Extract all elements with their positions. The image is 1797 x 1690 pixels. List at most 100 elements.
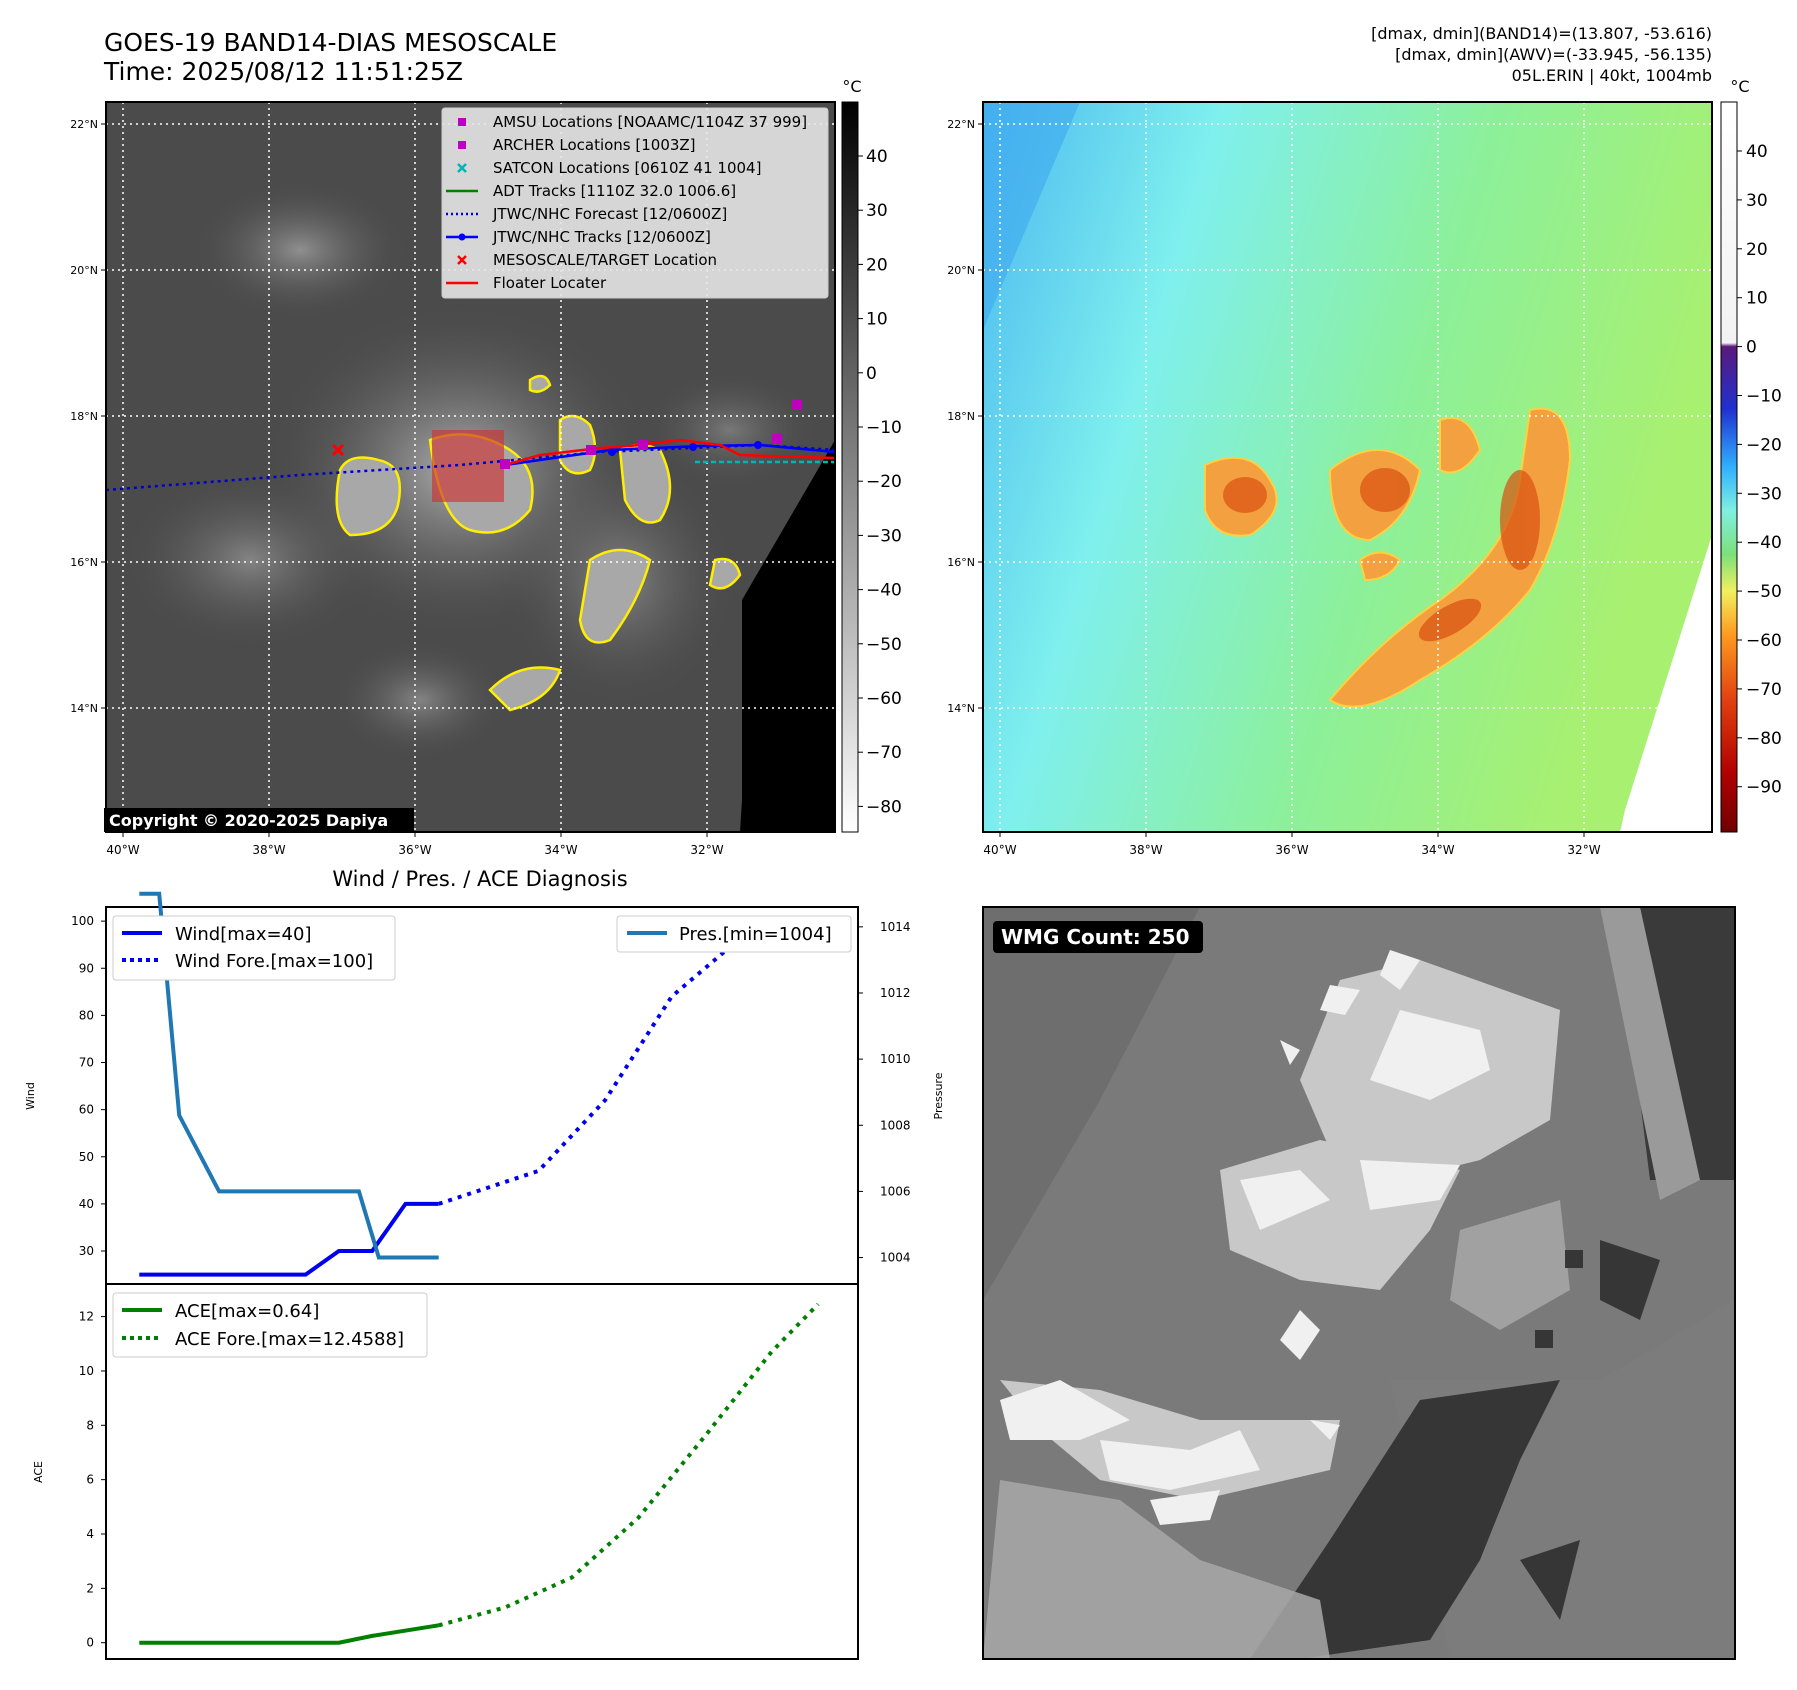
awv-cbar-tick-label: −20 <box>1746 435 1782 455</box>
y2-tick-label: 1008 <box>880 1118 911 1132</box>
wmg-imagery <box>983 907 1735 1659</box>
series-line-0 <box>139 1623 440 1645</box>
map-legend-label: ADT Tracks [1110Z 32.0 1006.6] <box>493 182 736 200</box>
wind-pressure-chart: Wind Pressure 30 40 50 60 70 80 90 100 1004 1006… <box>24 891 945 1285</box>
awv-lat-tick-label: 16°N <box>947 556 975 569</box>
awv-cbar-tick-label: −50 <box>1746 582 1782 602</box>
y-tick-label: 2 <box>86 1581 94 1595</box>
awv-cbar-tick-label: 40 <box>1746 142 1768 162</box>
ir-cbar-tick-label: −30 <box>866 526 902 546</box>
legend-wind-forecast: Wind Fore.[max=100] <box>175 951 373 972</box>
awv-cbar-tick-label: 0 <box>1746 338 1757 358</box>
target-x-marker <box>331 443 345 457</box>
ace-legend: ACE[max=0.64] ACE Fore.[max=12.4588] <box>112 1292 428 1358</box>
awv-cbar-tick-label: −60 <box>1746 631 1782 651</box>
wmg-count-label: WMG Count: 250 <box>1001 925 1190 949</box>
ir-lon-tick-label: 36°W <box>398 843 431 857</box>
y-tick-label: 0 <box>86 1636 94 1650</box>
y-tick-label: 80 <box>79 1008 94 1022</box>
ir-lon-tick-label: 32°W <box>690 843 723 857</box>
storm-info: 05L.ERIN | 40kt, 1004mb <box>1512 66 1712 85</box>
y-tick-label: 6 <box>86 1473 94 1487</box>
map-legend: AMSU Locations [NOAAMC/1104Z 37 999] ARCH… <box>441 107 829 299</box>
ir-lat-tick-label: 18°N <box>70 410 98 423</box>
ace-axis-label: ACE <box>32 1461 45 1483</box>
y-tick-label: 70 <box>79 1056 94 1070</box>
y2-tick-label: 1004 <box>880 1251 911 1265</box>
map-legend-label: JTWC/NHC Forecast [12/0600Z] <box>492 205 727 223</box>
archer-marker <box>586 445 596 455</box>
series-line-1 <box>438 1302 820 1628</box>
ir-lon-tick-label: 40°W <box>106 843 139 857</box>
ir-lat-tick-label: 22°N <box>70 118 98 131</box>
awv-cbar-tick-label: −40 <box>1746 533 1782 553</box>
jtwc-track <box>504 443 835 467</box>
map-legend-label: SATCON Locations [0610Z 41 1004] <box>493 159 761 177</box>
awv-lon-tick-label: 40°W <box>983 843 1016 857</box>
ir-lon-tick-label: 34°W <box>544 843 577 857</box>
ir-cbar-tick-label: −50 <box>866 635 902 655</box>
y-tick-label: 60 <box>79 1103 94 1117</box>
awv-lat-tick-label: 18°N <box>947 410 975 423</box>
wind-legend: Wind[max=40] Wind Fore.[max=100] <box>112 915 396 981</box>
y2-tick-label: 1010 <box>880 1052 911 1066</box>
awv-lon-tick-label: 36°W <box>1275 843 1308 857</box>
floater-locater-track <box>504 438 835 467</box>
wmg-panel: WMG Count: 250 <box>982 906 1736 1660</box>
y-tick-label: 40 <box>79 1197 94 1211</box>
awv-lon-tick-label: 38°W <box>1129 843 1162 857</box>
y2-tick-label: 1012 <box>880 986 911 1000</box>
awv-lon-ticks: 40°W 38°W 36°W 34°W 32°W <box>983 832 1601 857</box>
awv-lat-tick-label: 20°N <box>947 264 975 277</box>
ir-cbar-tick-label: −70 <box>866 743 902 763</box>
legend-pressure: Pres.[min=1004] <box>679 924 832 945</box>
awv-stats: [dmax, dmin](AWV)=(-33.945, -56.135) <box>1395 45 1712 64</box>
y2-tick-label: 1014 <box>880 920 911 934</box>
ir-lat-tick-label: 14°N <box>70 702 98 715</box>
awv-lon-tick-label: 34°W <box>1421 843 1454 857</box>
ir-lon-tick-label: 38°W <box>252 843 285 857</box>
awv-colorbar-unit: °C <box>1730 77 1749 96</box>
series-line-0 <box>139 1201 439 1277</box>
ir-cbar-tick-label: 40 <box>866 147 888 167</box>
pressure-legend: Pres.[min=1004] <box>616 915 852 953</box>
awv-cbar-tick-label: 20 <box>1746 240 1768 260</box>
y-tick-label: 100 <box>71 914 94 928</box>
legend-x-icon <box>457 255 467 265</box>
legend-ace: ACE[max=0.64] <box>175 1301 319 1322</box>
awv-map-frame <box>982 101 1713 833</box>
ir-cbar-tick-label: −10 <box>866 418 902 438</box>
legend-wind: Wind[max=40] <box>175 924 312 945</box>
awv-cbar-tick-label: 30 <box>1746 191 1768 211</box>
y-tick-label: 90 <box>79 961 94 975</box>
y-tick-label: 12 <box>79 1310 94 1324</box>
ir-map-panel: Copyright © 2020-2025 Dapiya AMSU Locati… <box>104 101 836 833</box>
awv-colorbar: °C 40 30 20 10 0 −10 −20 −30 −40 −50 −60 −70 −80 −90 <box>1720 77 1782 833</box>
amsu-marker <box>792 400 802 410</box>
archer-marker <box>638 440 648 450</box>
archer-marker <box>500 459 510 469</box>
figure-title: GOES-19 BAND14-DIAS MESOSCALE <box>104 28 557 57</box>
ace-chart: ACE 0 2 4 6 8 10 12 ACE[max=0.64] ACE Fore.[ma… <box>32 1283 859 1660</box>
awv-cbar-tick-label: −30 <box>1746 484 1782 504</box>
ir-cbar-tick-label: −80 <box>866 797 902 817</box>
awv-cbar-tick-label: −10 <box>1746 387 1782 407</box>
ir-colorbar: °C 40 30 20 10 0 −10 −20 −30 −40 −50 −60 −70 −80 <box>841 77 902 833</box>
wmg-count-box <box>993 921 1203 953</box>
map-legend-label: ARCHER Locations [1003Z] <box>493 136 696 154</box>
ir-cbar-tick-label: 30 <box>866 201 888 221</box>
y2-tick-label: 1006 <box>880 1184 911 1198</box>
awv-lon-tick-label: 32°W <box>1567 843 1600 857</box>
legend-ace-forecast: ACE Fore.[max=12.4588] <box>175 1329 404 1350</box>
ir-map-frame <box>105 101 836 833</box>
ir-lat-tick-label: 16°N <box>70 556 98 569</box>
awv-cbar-tick-label: −70 <box>1746 680 1782 700</box>
awv-cbar-tick-label: −90 <box>1746 778 1782 798</box>
pressure-axis-label: Pressure <box>932 1072 945 1119</box>
wind-axis-label: Wind <box>24 1082 37 1110</box>
ir-lat-tick-label: 20°N <box>70 264 98 277</box>
y-tick-label: 4 <box>86 1527 94 1541</box>
ir-cbar-tick-label: 0 <box>866 364 877 384</box>
legend-dot-icon <box>458 233 466 241</box>
